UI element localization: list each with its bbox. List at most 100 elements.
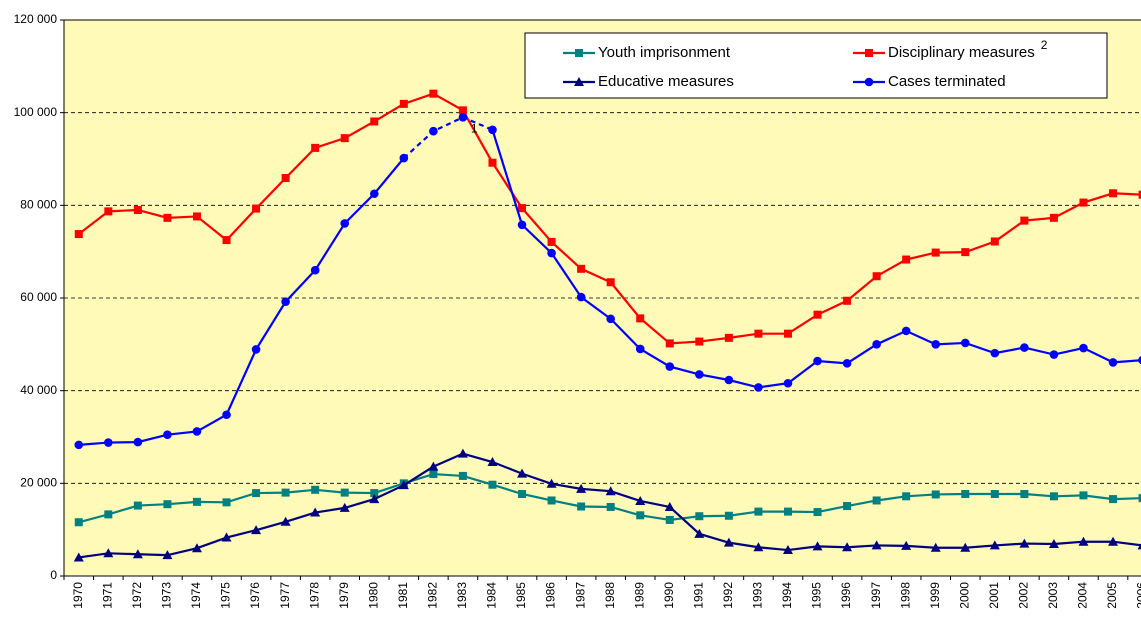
point [1079,491,1088,500]
point [192,427,202,436]
x-tick-label: 1972 [130,582,144,609]
point [251,345,261,354]
point [1020,343,1029,352]
point [990,348,1000,358]
x-tick-label: 1976 [248,582,262,609]
point [222,498,231,507]
point [961,248,970,257]
point [162,550,173,560]
point [901,326,911,336]
point [458,106,467,115]
point [754,507,763,516]
point [901,540,912,550]
point [606,278,615,287]
y-tick-label: 100 000 [14,105,58,119]
x-tick-label: 1977 [278,582,292,609]
point [813,508,822,517]
point [902,255,911,264]
point [864,77,874,87]
x-tick-label: 1979 [337,582,351,609]
point [281,173,290,182]
point [369,494,380,504]
x-tick-label: 1992 [721,582,735,609]
point [664,501,675,511]
point [547,237,556,246]
point [783,378,793,388]
point [370,489,379,498]
point [1048,539,1059,549]
point [281,488,290,497]
point [104,207,113,216]
x-tick-label: 1998 [898,582,912,609]
x-tick-label: 1983 [455,582,469,609]
point [783,329,792,338]
point [192,497,201,506]
point [546,478,557,488]
point [132,549,143,559]
x-tick-label: 2000 [957,582,971,609]
x-tick-label: 2002 [1017,582,1031,609]
y-tick-label: 120 000 [14,12,58,26]
x-tick-label: 1996 [839,582,853,609]
x-tick-label: 1991 [691,582,705,609]
x-tick-label: 1999 [928,582,942,609]
y-tick-label: 80 000 [20,198,57,212]
point [252,489,261,498]
point [872,272,881,281]
point [517,220,527,230]
point [931,340,941,349]
point [458,471,467,480]
x-tick-label: 1975 [219,582,233,609]
x-tick-label: 1994 [780,582,794,609]
point [518,204,527,213]
y-tick-label: 0 [50,568,57,582]
point [931,248,940,257]
x-tick-label: 2005 [1105,582,1119,609]
point [457,448,468,458]
point [133,205,142,214]
point [340,134,349,143]
x-tick-label: 1973 [160,582,174,609]
x-tick-label: 1974 [189,582,203,609]
point [429,126,438,136]
point [133,437,143,447]
point [399,99,408,108]
point [812,541,823,551]
legend-box [524,32,1108,99]
point [723,537,734,547]
point [104,438,113,447]
point [990,237,999,246]
point [458,113,468,122]
point [842,542,853,552]
point [1020,216,1029,225]
x-tick-label: 2004 [1076,582,1090,609]
point [1138,494,1141,503]
point [517,468,528,478]
point [1020,489,1029,498]
point [221,532,232,542]
point [311,143,320,152]
point [872,340,881,349]
x-tick-label: 1984 [485,582,499,609]
point [576,483,587,493]
point [605,486,616,496]
x-tick-label: 1985 [514,582,528,609]
x-tick-label: 1990 [662,582,676,609]
point [960,338,970,348]
y-tick-label: 40 000 [20,383,57,397]
point [636,314,645,323]
point [961,489,970,498]
point [281,297,290,307]
point [902,492,911,501]
x-tick-label: 1993 [751,582,765,609]
point [74,440,84,450]
x-tick-label: 1970 [71,582,85,609]
point [1137,543,1141,550]
point [753,542,764,552]
x-tick-label: 1997 [869,582,883,609]
point [871,540,882,550]
point [163,430,172,439]
point [429,470,438,479]
point [665,339,674,348]
